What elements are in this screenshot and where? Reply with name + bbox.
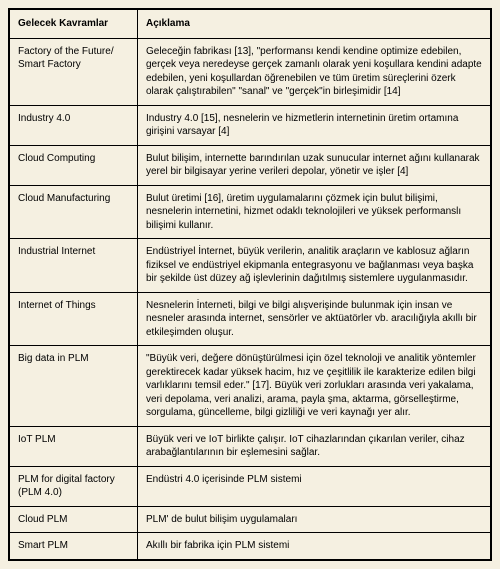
desc-cell: Industry 4.0 [15], nesnelerin ve hizmetl… [138,105,491,145]
term-cell: IoT PLM [10,426,138,466]
term-cell: Industrial Internet [10,239,138,293]
desc-cell: Nesnelerin İnterneti, bilgi ve bilgi alı… [138,292,491,346]
term-cell: Big data in PLM [10,346,138,427]
term-cell: Smart PLM [10,533,138,560]
desc-cell: Endüstriyel İnternet, büyük verilerin, a… [138,239,491,293]
header-term: Gelecek Kavramlar [10,10,138,39]
table-header-row: Gelecek Kavramlar Açıklama [10,10,491,39]
table-row: Cloud PLMPLM' de bulut bilişim uygulamal… [10,506,491,533]
table-row: Big data in PLM"Büyük veri, değere dönüş… [10,346,491,427]
desc-cell: Bulut bilişim, internette barındırılan u… [138,145,491,185]
desc-cell: "Büyük veri, değere dönüştürülmesi için … [138,346,491,427]
table-body: Factory of the Future/ Smart FactoryGele… [10,38,491,559]
table-row: Internet of ThingsNesnelerin İnterneti, … [10,292,491,346]
desc-cell: Geleceğin fabrikası [13], "performansı k… [138,38,491,105]
desc-cell: Bulut üretimi [16], üretim uygulamaların… [138,185,491,239]
desc-cell: Büyük veri ve IoT birlikte çalışır. IoT … [138,426,491,466]
table-row: Factory of the Future/ Smart FactoryGele… [10,38,491,105]
header-desc: Açıklama [138,10,491,39]
table-row: Industry 4.0Industry 4.0 [15], nesneleri… [10,105,491,145]
term-cell: Cloud PLM [10,506,138,533]
term-cell: Cloud Manufacturing [10,185,138,239]
table-row: Industrial InternetEndüstriyel İnternet,… [10,239,491,293]
desc-cell: Akıllı bir fabrika için PLM sistemi [138,533,491,560]
table-row: Smart PLMAkıllı bir fabrika için PLM sis… [10,533,491,560]
table-row: Cloud ComputingBulut bilişim, internette… [10,145,491,185]
term-cell: Factory of the Future/ Smart Factory [10,38,138,105]
table-row: PLM for digital factory (PLM 4.0)Endüstr… [10,466,491,506]
term-cell: Cloud Computing [10,145,138,185]
desc-cell: Endüstri 4.0 içerisinde PLM sistemi [138,466,491,506]
term-cell: Internet of Things [10,292,138,346]
desc-cell: PLM' de bulut bilişim uygulamaları [138,506,491,533]
term-cell: Industry 4.0 [10,105,138,145]
table-row: IoT PLMBüyük veri ve IoT birlikte çalışı… [10,426,491,466]
term-cell: PLM for digital factory (PLM 4.0) [10,466,138,506]
concepts-table: Gelecek Kavramlar Açıklama Factory of th… [9,9,491,560]
table-row: Cloud ManufacturingBulut üretimi [16], ü… [10,185,491,239]
concepts-table-container: Gelecek Kavramlar Açıklama Factory of th… [8,8,492,561]
